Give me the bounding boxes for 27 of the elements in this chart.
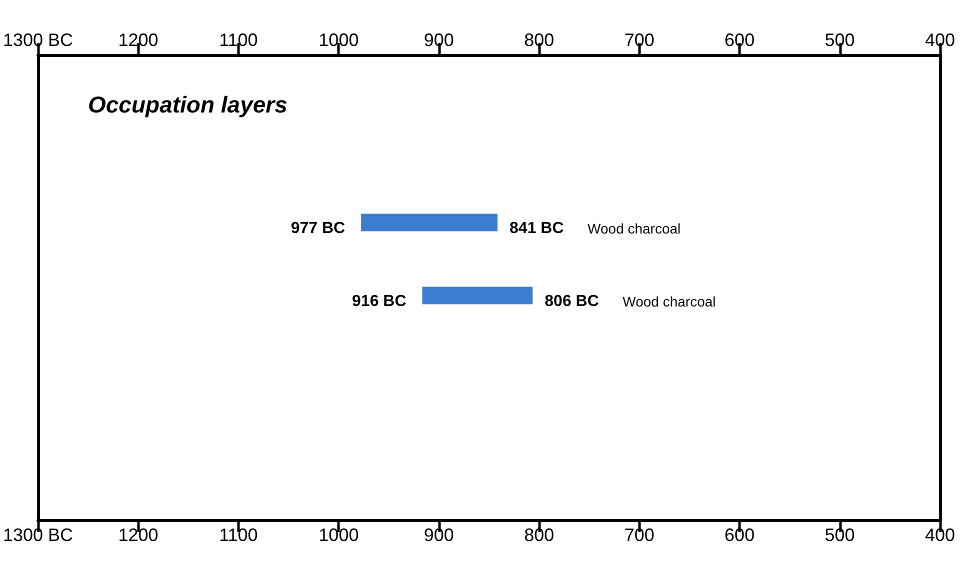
x2-tick-label: 1200 [118,30,158,50]
x2-tick-label: 1100 [219,30,258,50]
annotation: 916 BC [352,293,407,310]
x2-tick-label: 1300 BC [2,30,74,50]
x2-tick-label: 500 [824,30,855,50]
annotation: Wood charcoal [622,294,716,310]
x2-tick-label: 400 [924,30,956,50]
x2-tick-label: 700 [624,30,654,50]
x-tick-label: 500 [824,525,855,545]
x-tick-label: 1100 [219,525,258,545]
x-tick-label: 1200 [118,525,158,545]
x-tick-label: 900 [424,525,454,545]
x-tick-label: 400 [924,525,956,545]
annotation: 841 BC [510,220,564,237]
x2-tick-label: 600 [724,30,755,50]
x2-tick-label: 800 [524,30,554,50]
x-tick-label: 1300 BC [2,525,74,545]
annotation: 806 BC [544,293,600,310]
x-tick-label: 700 [624,525,654,545]
x-tick-label: 600 [724,525,755,545]
annotation: 977 BC [290,220,346,237]
x-tick-label: 1000 [318,525,359,545]
x2-tick-label: 1000 [318,30,359,50]
text: Occupation layers [88,92,288,118]
x2-tick-label: 900 [424,30,454,50]
annotation: Wood charcoal [588,220,681,236]
x-tick-label: 800 [524,525,554,545]
